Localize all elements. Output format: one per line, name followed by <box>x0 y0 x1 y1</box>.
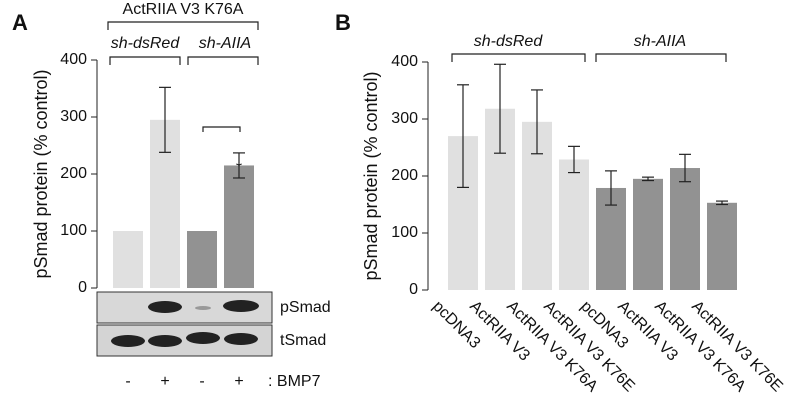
blot-label: pSmad <box>280 299 331 316</box>
bracket <box>451 53 586 62</box>
bar <box>113 231 143 288</box>
error-bar <box>679 153 691 183</box>
bar <box>224 165 254 288</box>
error-bar <box>568 145 580 174</box>
y-tick-label: 200 <box>60 165 87 182</box>
bracket <box>107 21 259 30</box>
y-tick-label: 100 <box>60 222 87 239</box>
header: ActRIIA V3 K76A <box>123 1 244 18</box>
error-bar <box>457 84 469 188</box>
y-tick-label: 400 <box>391 53 418 70</box>
bar <box>707 202 737 290</box>
bar <box>670 168 700 290</box>
x-tick-label: + <box>160 373 169 390</box>
group-label: sh-dsRed <box>111 35 181 52</box>
y-tick-label: 0 <box>409 281 418 298</box>
bar <box>187 231 217 288</box>
treatment-label: : BMP7 <box>268 373 321 390</box>
y-axis-label: pSmad protein (% control) <box>31 69 51 278</box>
y-axis-label: pSmad protein (% control) <box>361 71 381 280</box>
panel-letter: A <box>12 10 28 35</box>
bracket <box>109 56 181 65</box>
error-bar <box>605 170 617 206</box>
blot <box>96 291 273 357</box>
x-tick-label: + <box>234 373 243 390</box>
error-bar <box>159 86 171 153</box>
group-label: sh-AIIA <box>634 33 686 50</box>
y-tick-label: 200 <box>391 167 418 184</box>
x-tick-label: - <box>125 373 130 390</box>
significance-bracket <box>202 126 241 132</box>
bracket <box>595 53 727 62</box>
bar <box>633 178 663 290</box>
blot-label: tSmad <box>280 332 326 349</box>
y-tick-label: 400 <box>60 51 87 68</box>
group-label: sh-dsRed <box>474 33 544 50</box>
y-tick-label: 300 <box>391 110 418 127</box>
error-bar <box>531 89 543 155</box>
x-tick-label: - <box>199 373 204 390</box>
bar <box>559 159 589 290</box>
panel-letter: B <box>335 10 351 35</box>
error-bar <box>716 200 728 206</box>
y-tick-label: 0 <box>78 279 87 296</box>
y-tick-label: 300 <box>60 108 87 125</box>
y-tick-label: 100 <box>391 224 418 241</box>
bracket <box>187 56 259 65</box>
error-bar <box>233 152 245 179</box>
error-bar <box>642 176 654 182</box>
group-label: sh-AIIA <box>199 35 251 52</box>
error-bar <box>494 63 506 154</box>
